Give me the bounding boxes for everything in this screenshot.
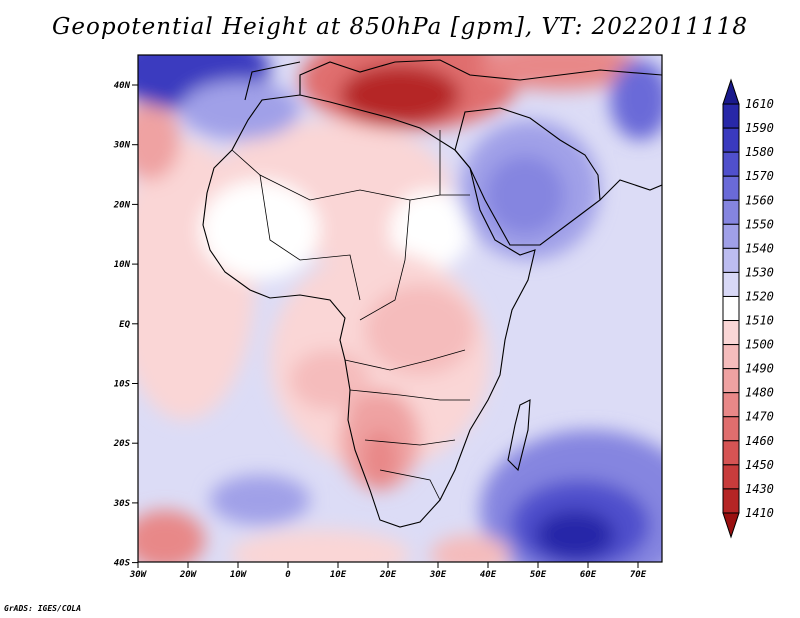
longitude-axis: 30W 20W 10W 0 10E 20E 30E 40E 50E 60E 70E xyxy=(129,562,647,580)
lat-tick-label: 40N xyxy=(114,81,131,91)
lon-tick-label: 50E xyxy=(530,570,547,580)
lon-tick-label: 30E xyxy=(429,570,447,580)
colorbar-label: 1460 xyxy=(745,434,774,448)
colorbar-label: 1430 xyxy=(745,482,774,496)
colorbar-swatch xyxy=(722,223,740,249)
colorbar-label: 1520 xyxy=(745,289,774,303)
coastlines xyxy=(202,59,662,528)
colorbar-label: 1590 xyxy=(745,121,774,135)
colorbar-swatch xyxy=(722,271,740,297)
colorbar-swatch xyxy=(722,320,740,346)
colorbar-label: 1550 xyxy=(745,217,774,231)
colorbar-label: 1500 xyxy=(745,338,774,352)
colorbar-swatch xyxy=(722,295,740,322)
colorbar-swatch xyxy=(722,344,740,370)
colorbar-label: 1530 xyxy=(745,265,774,279)
lat-tick-label: 30S xyxy=(113,499,131,509)
colorbar-swatch xyxy=(722,392,740,418)
colorbar-swatch xyxy=(722,175,740,201)
lon-tick-label: 0 xyxy=(285,570,291,580)
latitude-axis: 40N 30N 20N 10N EQ 10S 20S 30S 40S xyxy=(113,81,138,569)
colorbar-label: 1560 xyxy=(745,193,774,207)
colorbar-label: 1480 xyxy=(745,386,774,400)
colorbar-label: 1510 xyxy=(745,314,774,328)
colorbar-swatch xyxy=(722,247,740,273)
colorbar-label: 1580 xyxy=(745,145,774,159)
lon-tick-label: 10E xyxy=(330,570,347,580)
colorbar-label: 1610 xyxy=(745,97,774,111)
lat-tick-label: 10N xyxy=(114,260,131,270)
plot-frame xyxy=(137,54,663,563)
colorbar-label: 1410 xyxy=(745,506,774,520)
lon-tick-label: 20E xyxy=(379,570,397,580)
height-field xyxy=(138,55,662,562)
lon-tick-label: 60E xyxy=(580,570,597,580)
lon-tick-label: 10W xyxy=(230,570,248,580)
colorbar-label: 1570 xyxy=(745,169,774,183)
map-title: Geopotential Height at 850hPa [gpm], VT:… xyxy=(52,14,748,40)
colorbar-label: 1540 xyxy=(745,241,774,255)
colorbar-swatch xyxy=(722,416,740,442)
colorbar-swatch xyxy=(722,127,740,153)
colorbar: 1610 1590 1580 1570 1560 1550 1540 1530 1520 1510… xyxy=(722,78,774,539)
lat-tick-label: 30N xyxy=(113,141,131,151)
lon-tick-label: 40E xyxy=(480,570,497,580)
credit-text: GrADS: IGES/COLA xyxy=(4,604,82,613)
colorbar-swatch xyxy=(722,464,740,490)
lon-tick-label: 20W xyxy=(179,570,198,580)
colorbar-label: 1470 xyxy=(745,410,774,424)
colorbar-swatch xyxy=(722,488,740,514)
colorbar-swatch xyxy=(722,78,740,105)
colorbar-swatch xyxy=(722,368,740,394)
colorbar-swatch xyxy=(722,512,740,539)
lat-tick-label: 10S xyxy=(114,380,131,390)
lon-tick-label: 70E xyxy=(630,570,647,580)
colorbar-swatch xyxy=(722,440,740,466)
lon-tick-label: 30W xyxy=(129,570,148,580)
lat-tick-label: EQ xyxy=(119,320,130,330)
colorbar-swatch xyxy=(722,103,740,129)
colorbar-swatch xyxy=(722,151,740,177)
colorbar-label: 1450 xyxy=(745,458,774,472)
lat-tick-label: 20S xyxy=(113,439,131,449)
lat-tick-label: 20N xyxy=(113,200,131,210)
colorbar-label: 1490 xyxy=(745,362,774,376)
colorbar-swatch xyxy=(722,199,740,225)
lat-tick-label: 40S xyxy=(114,559,131,569)
